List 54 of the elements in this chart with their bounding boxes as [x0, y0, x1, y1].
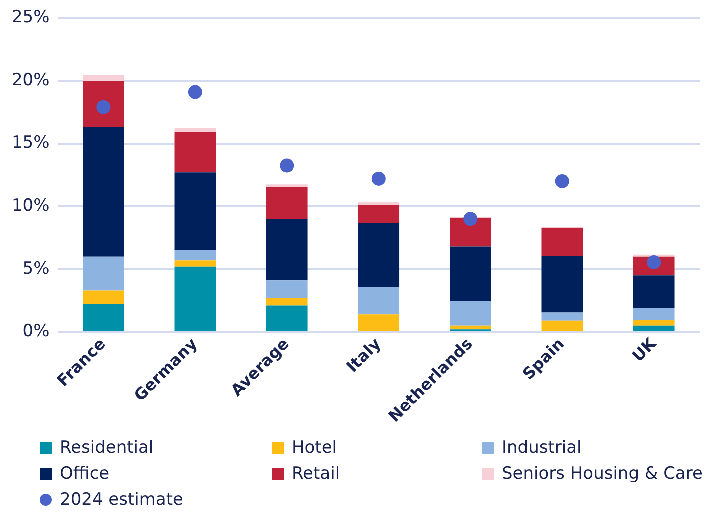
legend-label: Hotel [292, 438, 338, 458]
bar [633, 320, 675, 326]
bar [542, 256, 584, 313]
y-tick-label: 15% [12, 133, 50, 154]
bar [174, 128, 216, 132]
bar [542, 312, 584, 321]
bar [542, 320, 584, 332]
bar [266, 184, 308, 188]
bar [174, 132, 216, 173]
point [188, 85, 202, 100]
bar [266, 280, 308, 298]
y-tick-label: 0% [22, 322, 50, 342]
point [372, 172, 386, 186]
bar [83, 304, 124, 332]
bar [450, 246, 492, 302]
bar [83, 80, 124, 128]
point [280, 158, 294, 173]
bar [83, 127, 124, 257]
y-tick-label: 10% [12, 196, 50, 216]
bar [266, 298, 308, 306]
bar [266, 306, 308, 332]
bar [450, 301, 492, 326]
legend-label: Office [60, 464, 110, 484]
bar [266, 219, 308, 281]
x-tick-label: UK [628, 334, 660, 366]
bar [358, 314, 400, 332]
bar [358, 224, 400, 287]
bar [174, 172, 216, 251]
bar [633, 276, 675, 308]
legend-label: Industrial [502, 438, 582, 458]
y-tick-label: 25% [12, 8, 50, 28]
bar [174, 266, 216, 332]
y-tick-label: 5% [22, 258, 50, 279]
bar [542, 228, 584, 256]
bar [633, 326, 675, 332]
point [555, 174, 570, 188]
bar [633, 308, 675, 320]
bar [450, 326, 492, 330]
bar [83, 290, 124, 305]
legend-label: Seniors Housing & Care [502, 464, 703, 484]
point [464, 212, 478, 226]
bar [358, 286, 400, 315]
bar [83, 75, 124, 81]
bar [174, 250, 216, 261]
bar [266, 187, 308, 220]
bar [358, 202, 400, 206]
bar [358, 205, 400, 224]
legend-label: 2024 estimate [60, 490, 184, 510]
legend-label: Retail [292, 464, 340, 484]
bar [83, 256, 124, 291]
legend-label: Residential [60, 438, 154, 458]
bar [174, 260, 216, 267]
y-tick-label: 20% [12, 70, 50, 90]
bar [450, 218, 492, 247]
